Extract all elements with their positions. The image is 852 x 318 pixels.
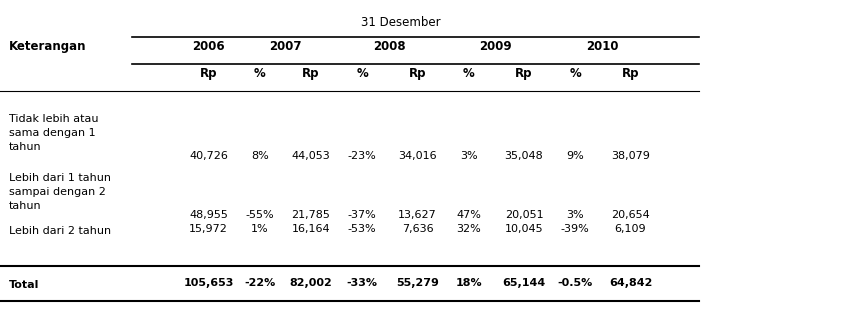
Text: Lebih dari 1 tahun
sampai dengan 2
tahun: Lebih dari 1 tahun sampai dengan 2 tahun xyxy=(9,173,111,211)
Text: -23%: -23% xyxy=(348,151,377,161)
Text: 2008: 2008 xyxy=(373,40,406,52)
Text: 9%: 9% xyxy=(567,151,584,161)
Text: 32%: 32% xyxy=(456,224,481,234)
Text: -22%: -22% xyxy=(245,278,275,288)
Text: 10,045: 10,045 xyxy=(504,224,544,234)
Text: 21,785: 21,785 xyxy=(291,210,331,220)
Text: Rp: Rp xyxy=(200,67,217,80)
Text: 1%: 1% xyxy=(251,224,268,234)
Text: 16,164: 16,164 xyxy=(291,224,331,234)
Text: 3%: 3% xyxy=(567,210,584,220)
Text: Tidak lebih atau
sama dengan 1
tahun: Tidak lebih atau sama dengan 1 tahun xyxy=(9,114,98,152)
Text: -53%: -53% xyxy=(348,224,377,234)
Text: 18%: 18% xyxy=(455,278,482,288)
Text: %: % xyxy=(463,67,475,80)
Text: Rp: Rp xyxy=(622,67,639,80)
Text: 47%: 47% xyxy=(456,210,481,220)
Text: 15,972: 15,972 xyxy=(189,224,228,234)
Text: %: % xyxy=(569,67,581,80)
Text: -33%: -33% xyxy=(347,278,377,288)
Text: 13,627: 13,627 xyxy=(398,210,437,220)
Text: %: % xyxy=(254,67,266,80)
Text: 82,002: 82,002 xyxy=(290,278,332,288)
Text: 64,842: 64,842 xyxy=(609,278,652,288)
Text: 2006: 2006 xyxy=(193,40,225,52)
Text: Rp: Rp xyxy=(302,67,320,80)
Text: 2010: 2010 xyxy=(586,40,619,52)
Text: 105,653: 105,653 xyxy=(183,278,234,288)
Text: 65,144: 65,144 xyxy=(503,278,545,288)
Text: 20,654: 20,654 xyxy=(611,210,650,220)
Text: -39%: -39% xyxy=(561,224,590,234)
Text: -37%: -37% xyxy=(348,210,377,220)
Text: 40,726: 40,726 xyxy=(189,151,228,161)
Text: 2009: 2009 xyxy=(480,40,512,52)
Text: 48,955: 48,955 xyxy=(189,210,228,220)
Text: 3%: 3% xyxy=(460,151,477,161)
Text: 2007: 2007 xyxy=(269,40,302,52)
Text: 38,079: 38,079 xyxy=(611,151,650,161)
Text: 6,109: 6,109 xyxy=(614,224,647,234)
Text: -0.5%: -0.5% xyxy=(557,278,593,288)
Text: 8%: 8% xyxy=(251,151,268,161)
Text: Rp: Rp xyxy=(409,67,426,80)
Text: 44,053: 44,053 xyxy=(291,151,331,161)
Text: -55%: -55% xyxy=(245,210,274,220)
Text: 34,016: 34,016 xyxy=(398,151,437,161)
Text: 55,279: 55,279 xyxy=(396,278,439,288)
Text: Keterangan: Keterangan xyxy=(9,40,86,52)
Text: Lebih dari 2 tahun: Lebih dari 2 tahun xyxy=(9,226,111,236)
Text: %: % xyxy=(356,67,368,80)
Text: 31 Desember: 31 Desember xyxy=(360,16,440,29)
Text: 20,051: 20,051 xyxy=(504,210,544,220)
Text: 7,636: 7,636 xyxy=(401,224,434,234)
Text: 35,048: 35,048 xyxy=(504,151,544,161)
Text: Rp: Rp xyxy=(515,67,532,80)
Text: Total: Total xyxy=(9,280,39,290)
